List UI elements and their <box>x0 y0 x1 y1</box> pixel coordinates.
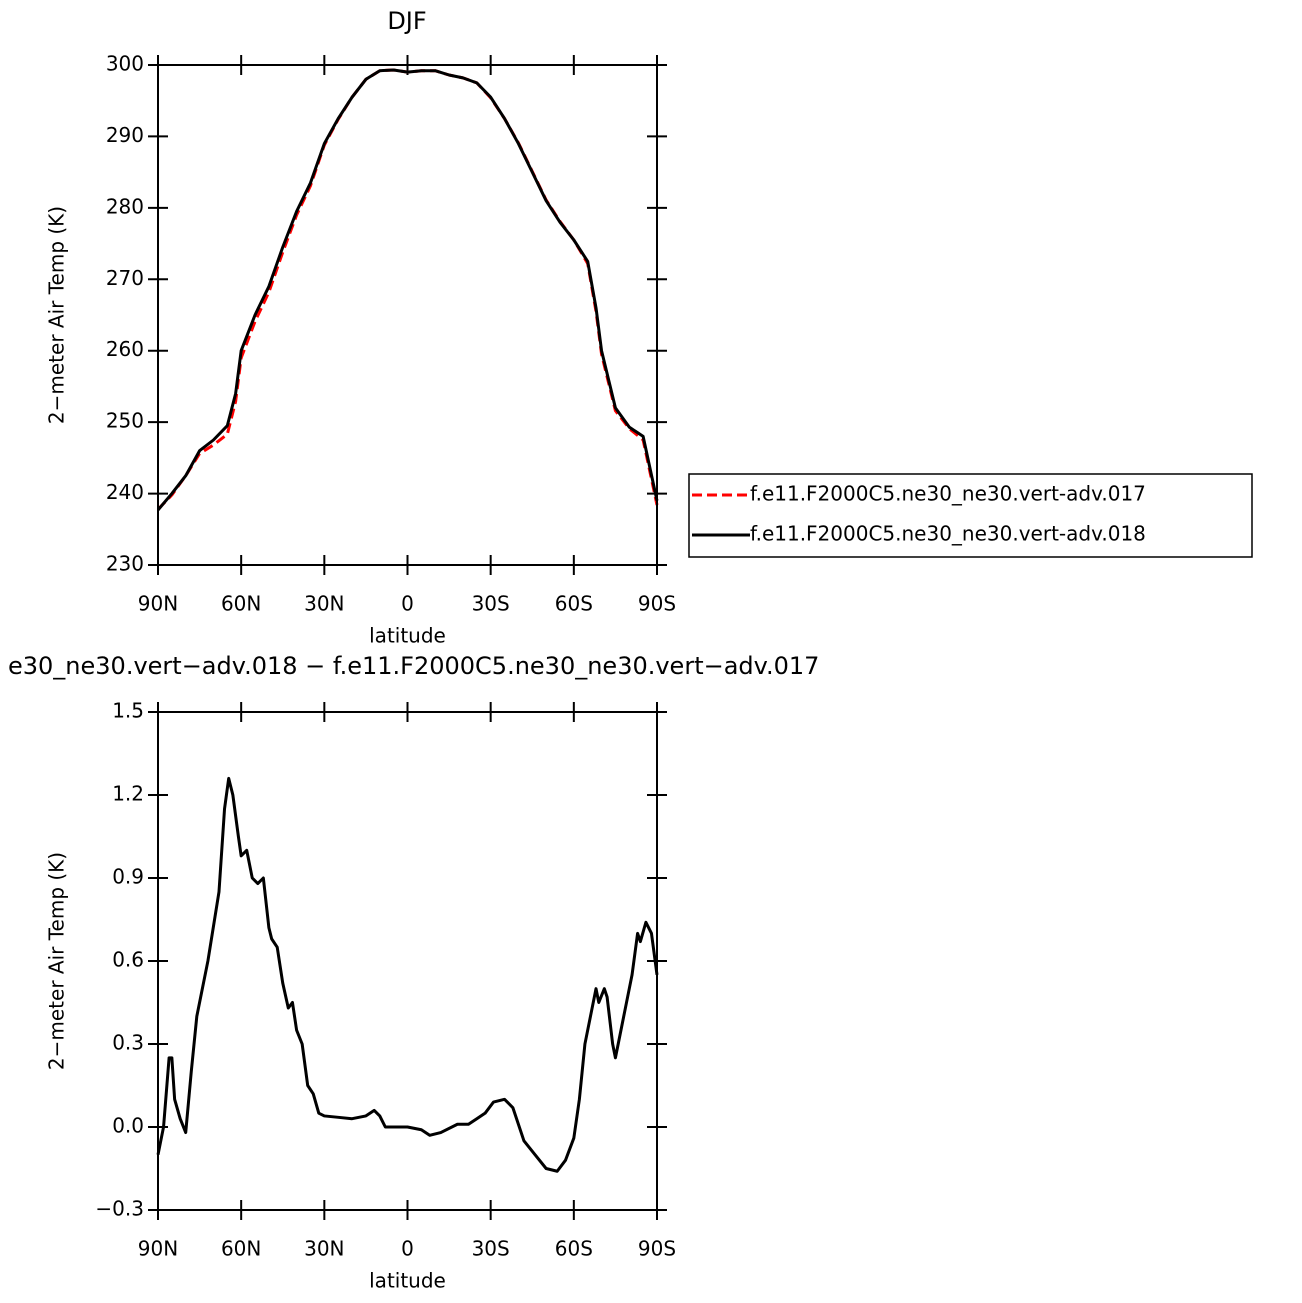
series-line <box>156 776 659 1173</box>
x-tick-label: 30N <box>304 592 344 616</box>
series-line <box>156 68 659 511</box>
x-tick-label: 60S <box>555 592 593 616</box>
y-tick-label: −0.3 <box>95 1197 144 1221</box>
legend-label: f.e11.F2000C5.ne30_ne30.vert-adv.018 <box>750 522 1146 546</box>
x-tick-label: 0 <box>401 1237 414 1261</box>
y-tick-label: 270 <box>106 266 144 290</box>
y-tick-label: 0.0 <box>112 1114 144 1138</box>
y-tick-label: 0.6 <box>112 948 144 972</box>
x-tick-label: 60S <box>555 1237 593 1261</box>
y-axis-label: 2−meter Air Temp (K) <box>45 852 69 1070</box>
chart-title: e30_ne30.vert−adv.018 − f.e11.F2000C5.ne… <box>8 652 819 680</box>
y-axis-label: 2−meter Air Temp (K) <box>45 206 69 424</box>
y-tick-label: 290 <box>106 123 144 147</box>
y-tick-label: 260 <box>106 337 144 361</box>
plot-frame <box>157 64 658 566</box>
y-tick-label: 0.3 <box>112 1031 144 1055</box>
x-tick-label: 90N <box>138 1237 178 1261</box>
y-tick-label: 240 <box>106 480 144 504</box>
x-tick-label: 90S <box>638 592 676 616</box>
x-tick-label: 90N <box>138 592 178 616</box>
x-tick-label: 60N <box>221 592 261 616</box>
x-tick-label: 60N <box>221 1237 261 1261</box>
legend-box <box>688 473 1253 558</box>
legend-label: f.e11.F2000C5.ne30_ne30.vert-adv.017 <box>750 482 1146 506</box>
plot-frame <box>157 711 658 1211</box>
y-tick-label: 1.2 <box>112 782 144 806</box>
x-tick-label: 30N <box>304 1237 344 1261</box>
y-tick-label: 1.5 <box>112 699 144 723</box>
y-tick-label: 0.9 <box>112 865 144 889</box>
y-tick-label: 300 <box>106 52 144 76</box>
y-tick-label: 250 <box>106 409 144 433</box>
x-tick-label: 0 <box>401 592 414 616</box>
chart-title: DJF <box>387 7 426 35</box>
x-axis-label: latitude <box>369 624 446 648</box>
y-tick-label: 230 <box>106 552 144 576</box>
y-tick-label: 280 <box>106 194 144 218</box>
series-line <box>156 68 659 511</box>
x-tick-label: 30S <box>472 592 510 616</box>
x-tick-label: 30S <box>472 1237 510 1261</box>
x-tick-label: 90S <box>638 1237 676 1261</box>
x-axis-label: latitude <box>369 1269 446 1293</box>
